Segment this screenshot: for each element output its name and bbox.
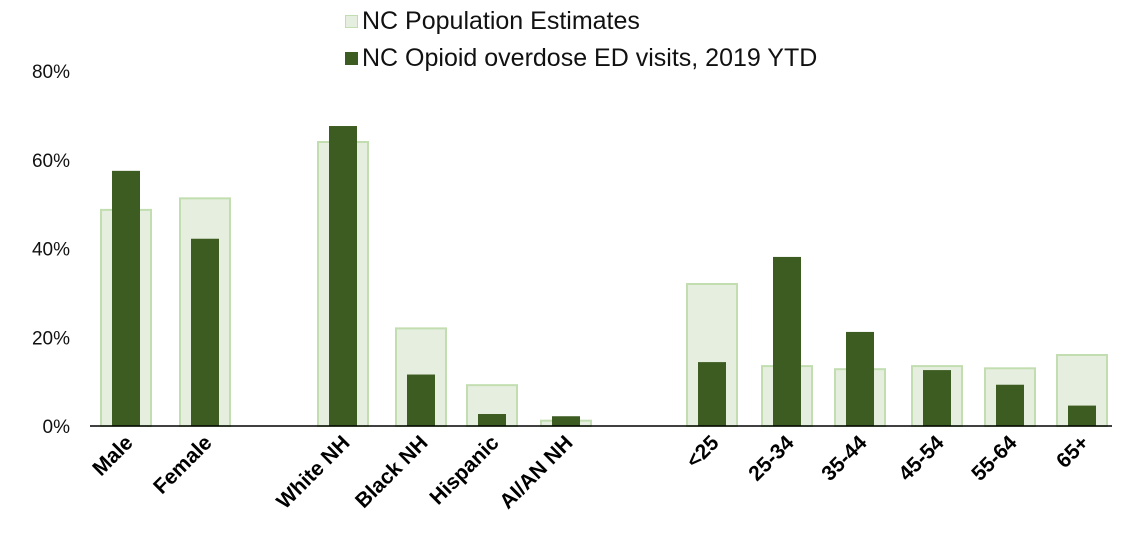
x-tick-label: 25-34 [744, 431, 798, 485]
bar-ed-visits-65 [1068, 405, 1096, 426]
y-axis: 0% 20% 40% 60% 80% [32, 62, 70, 438]
x-tick-label: 65+ [1052, 431, 1093, 472]
legend-label-population: NC Population Estimates [362, 6, 640, 35]
chart-legend: NC Population Estimates NC Opioid overdo… [345, 6, 965, 72]
bar-ed-visits-hispanic [478, 414, 506, 426]
bar-ed-visits-female [191, 238, 219, 426]
population-series [100, 141, 1108, 428]
x-tick-label: 55-64 [967, 431, 1021, 485]
bar-ed-visits-35-44 [846, 331, 874, 426]
bar-ed-visits-25-34 [773, 256, 801, 426]
legend-swatch-population [345, 14, 358, 28]
x-tick-label: <25 [682, 431, 724, 473]
legend-swatch-ed-visits [345, 51, 358, 65]
bar-ed-visits-black-nh [407, 374, 435, 426]
bar-ed-visits-ai-an-nh [552, 416, 580, 426]
x-tick-label: Hispanic [425, 431, 503, 509]
x-tick-label: 45-54 [894, 431, 948, 485]
x-tick-label: White NH [272, 431, 354, 513]
y-tick-label: 20% [32, 328, 70, 349]
x-tick-label: Black NH [351, 431, 432, 512]
x-tick-label: 35-44 [817, 431, 871, 485]
ed-visits-series [112, 126, 1096, 427]
bar-ed-visits-male [112, 170, 140, 426]
y-tick-label: 80% [32, 62, 70, 83]
x-tick-label: Male [88, 431, 137, 480]
y-tick-label: 40% [32, 240, 70, 261]
x-tick-label: AI/AN NH [495, 431, 577, 513]
bar-ed-visits-25 [698, 362, 726, 426]
legend-label-ed-visits: NC Opioid overdose ED visits, 2019 YTD [362, 43, 818, 72]
x-tick-label: Female [149, 431, 216, 498]
bar-ed-visits-white-nh [329, 126, 357, 427]
y-tick-label: 60% [32, 151, 70, 172]
bar-ed-visits-55-64 [996, 384, 1024, 426]
y-tick-label: 0% [43, 417, 71, 438]
bar-ed-visits-45-54 [923, 370, 951, 426]
legend-item-ed-visits: NC Opioid overdose ED visits, 2019 YTD [345, 43, 817, 73]
legend-item-population: NC Population Estimates [345, 6, 640, 36]
